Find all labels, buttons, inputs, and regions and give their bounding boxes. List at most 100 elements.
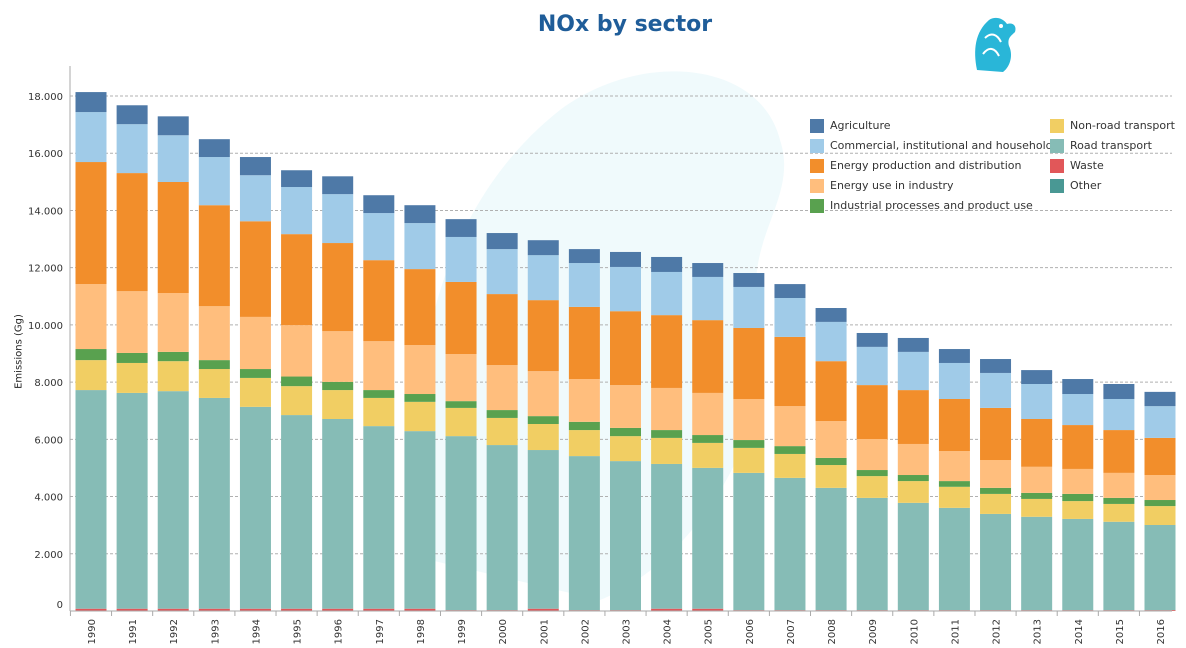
legend-swatch bbox=[1050, 139, 1064, 153]
legend-label: Road transport bbox=[1070, 139, 1152, 152]
bar-industrial-processes-and-product-use-2006 bbox=[733, 440, 765, 448]
bar-commercial-institutional-and-households-2000 bbox=[486, 249, 518, 295]
bar-energy-use-in-industry-1998 bbox=[404, 345, 436, 395]
legend-item[interactable]: Waste bbox=[1050, 158, 1104, 174]
bar-energy-use-in-industry-1997 bbox=[363, 341, 395, 391]
bar-energy-production-and-distribution-2015 bbox=[1103, 430, 1135, 473]
bar-energy-production-and-distribution-1996 bbox=[322, 243, 354, 332]
bar-road-transport-2009 bbox=[856, 497, 888, 611]
bar-road-transport-2004 bbox=[651, 463, 683, 609]
bar-energy-use-in-industry-2008 bbox=[815, 421, 847, 458]
bar-road-transport-1993 bbox=[198, 397, 230, 609]
bar-energy-production-and-distribution-2003 bbox=[610, 311, 641, 386]
bar-industrial-processes-and-product-use-2008 bbox=[815, 457, 847, 466]
bar-commercial-institutional-and-households-2003 bbox=[610, 266, 641, 312]
legend-item[interactable]: Commercial, institutional and households bbox=[810, 138, 1058, 154]
legend-item[interactable]: Energy production and distribution bbox=[810, 158, 1021, 174]
bar-non-road-transport-2010 bbox=[897, 481, 929, 503]
bar-road-transport-2012 bbox=[980, 513, 1012, 611]
bar-energy-use-in-industry-1993 bbox=[198, 306, 230, 361]
bar-road-transport-1992 bbox=[157, 391, 189, 609]
x-tick-label: 2014 bbox=[1074, 619, 1085, 644]
x-tick-label: 2011 bbox=[950, 619, 961, 644]
bar-agriculture-1995 bbox=[281, 170, 313, 188]
bar-commercial-institutional-and-households-2006 bbox=[733, 286, 765, 328]
bar-agriculture-2000 bbox=[486, 233, 518, 250]
bar-industrial-processes-and-product-use-2002 bbox=[568, 421, 600, 431]
bar-non-road-transport-2003 bbox=[610, 436, 641, 462]
y-tick-label: 16.000 bbox=[28, 149, 63, 160]
bar-commercial-institutional-and-households-2007 bbox=[774, 297, 806, 337]
bar-road-transport-2015 bbox=[1103, 521, 1135, 611]
bar-non-road-transport-2015 bbox=[1103, 503, 1135, 522]
bar-commercial-institutional-and-households-1997 bbox=[363, 213, 395, 261]
bar-non-road-transport-2000 bbox=[486, 417, 518, 446]
bar-road-transport-1991 bbox=[116, 392, 148, 609]
bar-waste-2001 bbox=[527, 608, 559, 611]
bar-energy-production-and-distribution-1999 bbox=[445, 281, 477, 355]
bar-energy-production-and-distribution-1991 bbox=[116, 173, 148, 292]
bar-commercial-institutional-and-households-1993 bbox=[198, 157, 230, 206]
bar-waste-1991 bbox=[116, 608, 148, 611]
bar-energy-production-and-distribution-2008 bbox=[815, 361, 847, 422]
bar-road-transport-2013 bbox=[1021, 516, 1053, 611]
bar-road-transport-1995 bbox=[281, 415, 313, 609]
bar-agriculture-1998 bbox=[404, 205, 436, 224]
bar-industrial-processes-and-product-use-2013 bbox=[1021, 492, 1053, 499]
x-tick-label: 2002 bbox=[580, 619, 591, 644]
y-tick-label: 18.000 bbox=[28, 92, 63, 103]
bar-road-transport-2011 bbox=[938, 507, 970, 611]
bar-road-transport-2003 bbox=[610, 461, 641, 611]
y-tick-label: 0 bbox=[57, 600, 63, 611]
x-tick-label: 2006 bbox=[745, 619, 756, 644]
bar-commercial-institutional-and-households-1996 bbox=[322, 194, 354, 244]
bar-commercial-institutional-and-households-2015 bbox=[1103, 398, 1135, 431]
bar-energy-use-in-industry-2001 bbox=[527, 371, 559, 417]
bar-road-transport-2014 bbox=[1062, 518, 1094, 611]
bar-industrial-processes-and-product-use-2015 bbox=[1103, 497, 1135, 504]
legend-label: Energy use in industry bbox=[830, 179, 954, 192]
bar-waste-1996 bbox=[322, 608, 354, 611]
bar-energy-production-and-distribution-2006 bbox=[733, 327, 765, 399]
legend-item[interactable]: Agriculture bbox=[810, 118, 891, 134]
legend-item[interactable]: Other bbox=[1050, 178, 1101, 194]
bar-non-road-transport-1999 bbox=[445, 407, 477, 437]
bar-commercial-institutional-and-households-2002 bbox=[568, 263, 600, 307]
bar-energy-production-and-distribution-1995 bbox=[281, 234, 313, 326]
bar-energy-use-in-industry-2016 bbox=[1144, 475, 1176, 501]
x-tick-label: 2009 bbox=[868, 619, 879, 644]
bar-non-road-transport-1996 bbox=[322, 390, 354, 419]
bar-agriculture-2004 bbox=[651, 256, 683, 272]
bar-commercial-institutional-and-households-2016 bbox=[1144, 406, 1176, 438]
bar-industrial-processes-and-product-use-2003 bbox=[610, 427, 641, 437]
legend-item[interactable]: Energy use in industry bbox=[810, 178, 954, 194]
x-tick-label: 2007 bbox=[786, 619, 797, 644]
bar-energy-production-and-distribution-2000 bbox=[486, 294, 518, 366]
bar-commercial-institutional-and-households-2011 bbox=[938, 362, 970, 399]
bar-non-road-transport-1998 bbox=[404, 401, 436, 432]
x-tick-label: 2000 bbox=[498, 619, 509, 644]
bar-energy-production-and-distribution-2010 bbox=[897, 390, 929, 444]
bar-road-transport-1994 bbox=[239, 406, 271, 609]
bar-non-road-transport-1995 bbox=[281, 386, 313, 416]
x-tick-label: 1990 bbox=[87, 619, 98, 644]
bar-energy-use-in-industry-2010 bbox=[897, 443, 929, 476]
x-tick-label: 1992 bbox=[169, 619, 180, 644]
legend-item[interactable]: Road transport bbox=[1050, 138, 1152, 154]
bar-industrial-processes-and-product-use-2001 bbox=[527, 416, 559, 424]
bar-energy-use-in-industry-2003 bbox=[610, 385, 641, 428]
bar-road-transport-2002 bbox=[568, 456, 600, 611]
legend-item[interactable]: Non-road transport bbox=[1050, 118, 1175, 134]
bar-commercial-institutional-and-households-2004 bbox=[651, 271, 683, 316]
bar-road-transport-1997 bbox=[363, 426, 395, 609]
bar-waste-1993 bbox=[198, 608, 230, 611]
x-tick-label: 1998 bbox=[416, 619, 427, 644]
bar-agriculture-2010 bbox=[897, 337, 929, 352]
bar-energy-use-in-industry-1992 bbox=[157, 293, 189, 352]
bar-energy-production-and-distribution-2002 bbox=[568, 306, 600, 380]
logo-icon bbox=[975, 17, 1016, 73]
legend-item[interactable]: Industrial processes and product use bbox=[810, 198, 1033, 214]
bar-energy-production-and-distribution-2004 bbox=[651, 315, 683, 388]
bar-industrial-processes-and-product-use-1997 bbox=[363, 390, 395, 398]
x-tick-label: 1991 bbox=[128, 619, 139, 644]
